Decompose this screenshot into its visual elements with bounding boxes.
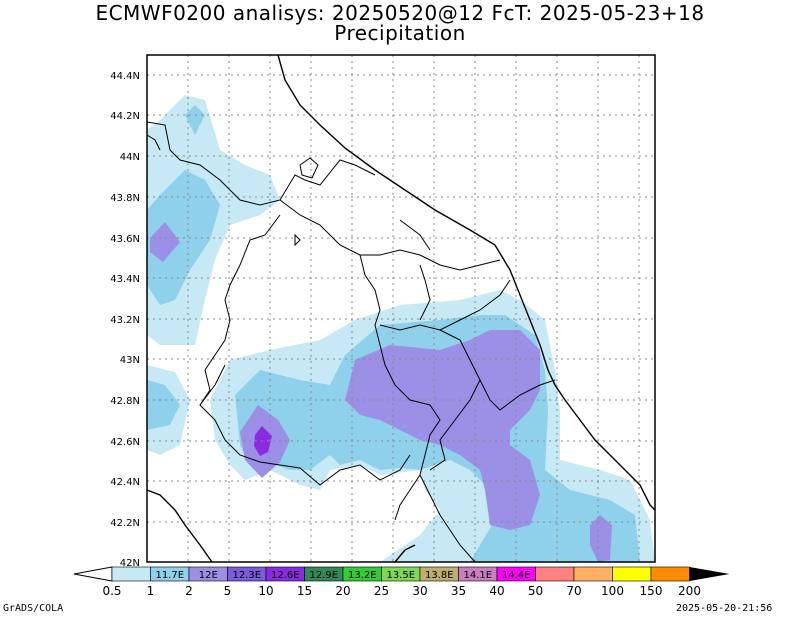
precip-area-medium	[147, 380, 180, 430]
lon-label: 12.6E	[271, 570, 300, 581]
colorbar-cell	[612, 566, 652, 582]
precip-shading	[147, 95, 655, 562]
colorbar-level-label: 15	[297, 584, 312, 598]
lat-label: 43.6N	[110, 234, 140, 245]
lon-label: 12.3E	[232, 570, 261, 581]
lon-label: 13.2E	[348, 570, 377, 581]
lon-label: 13.8E	[425, 570, 454, 581]
colorbar-arrow-right	[689, 567, 730, 581]
coastline-south	[394, 544, 416, 563]
colorbar-cell	[111, 566, 151, 582]
lat-label: 43N	[120, 355, 140, 366]
colorbar-level-label: 200	[678, 584, 701, 598]
lat-label: 44.4N	[110, 71, 140, 82]
lat-label: 43.4N	[110, 274, 140, 285]
precip-area-purple	[345, 330, 540, 530]
colorbar: 11.7E 12E 12.3E 12.6E 12.9E 13.2E 13.5E 13.8E 14…	[73, 566, 730, 598]
footer-credit: GrADS/COLA	[3, 603, 64, 614]
colorbar-level-label: 50	[528, 584, 543, 598]
colorbar-cell	[650, 566, 690, 582]
lat-axis: 44.4N 44.2N 44N 43.8N 43.6N 43.4N 43.2N …	[110, 71, 140, 569]
lat-label: 42N	[120, 558, 140, 569]
colorbar-level-label: 150	[640, 584, 663, 598]
lat-label: 43.2N	[110, 315, 140, 326]
colorbar-level-label: 5	[224, 584, 232, 598]
coastline	[277, 54, 656, 511]
lat-label: 42.2N	[110, 518, 140, 529]
lon-label: 12.9E	[309, 570, 338, 581]
coastline-west	[146, 489, 213, 563]
map-frame	[146, 54, 656, 563]
precip-area-purple	[150, 222, 180, 262]
colorbar-level-label: 20	[335, 584, 350, 598]
colorbar-level-label: 1	[147, 584, 155, 598]
map-title: ECMWF0200 analisys: 20250520@12 FcT: 202…	[95, 1, 705, 25]
lat-label: 44.2N	[110, 111, 140, 122]
region-borders	[146, 121, 556, 563]
colorbar-level-label: 2	[185, 584, 193, 598]
colorbar-level-label: 10	[258, 584, 273, 598]
footer-timestamp: 2025-05-20-21:56	[676, 603, 773, 614]
precip-area-medium	[185, 105, 205, 135]
lon-label: 11.7E	[155, 570, 184, 581]
grid-lines	[147, 55, 655, 562]
colorbar-arrow-left	[73, 566, 113, 582]
colorbar-level-label: 35	[451, 584, 466, 598]
lat-label: 42.4N	[110, 477, 140, 488]
colorbar-level-label: 70	[566, 584, 581, 598]
lon-label: 14.4E	[502, 570, 531, 581]
lon-label: 14.1E	[463, 570, 492, 581]
lon-label: 13.5E	[386, 570, 415, 581]
colorbar-level-label: 0.5	[102, 584, 121, 598]
lat-label: 42.8N	[110, 396, 140, 407]
precip-area-purple	[590, 515, 612, 562]
lat-label: 43.8N	[110, 193, 140, 204]
colorbar-cell	[535, 566, 575, 582]
colorbar-level-label: 25	[374, 584, 389, 598]
map-subtitle: Precipitation	[334, 21, 466, 45]
colorbar-level-label: 40	[489, 584, 504, 598]
lat-label: 42.6N	[110, 437, 140, 448]
colorbar-level-label: 100	[601, 584, 624, 598]
colorbar-level-label: 30	[412, 584, 427, 598]
lon-label: 12E	[199, 570, 218, 581]
colorbar-cell	[573, 566, 613, 582]
lat-label: 44N	[120, 152, 140, 163]
